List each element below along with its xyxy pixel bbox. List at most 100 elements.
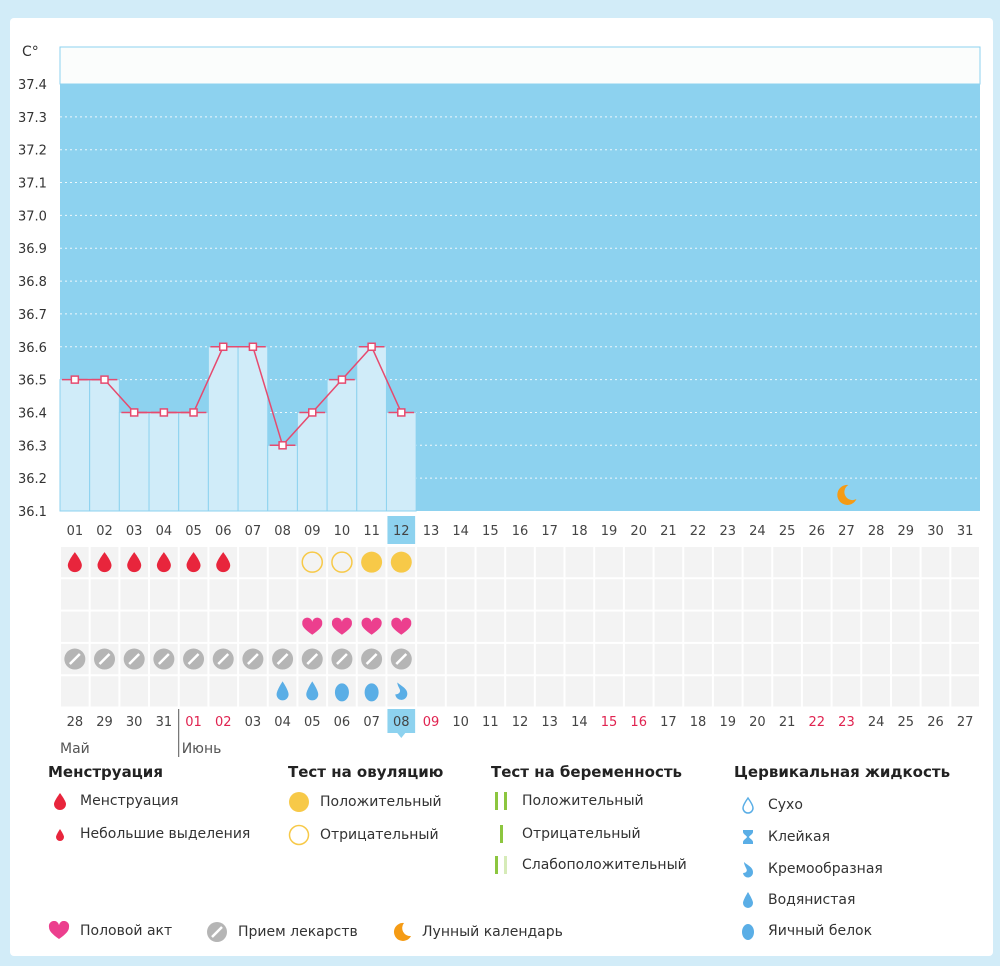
symbol-cell bbox=[891, 579, 920, 610]
symbol-cell bbox=[239, 579, 267, 610]
symbol-cell bbox=[239, 611, 267, 642]
symbol-cell bbox=[713, 547, 742, 578]
cycle-date-label: 26 bbox=[927, 715, 944, 730]
symbol-cell bbox=[565, 643, 594, 675]
sticky-icon bbox=[743, 830, 753, 844]
legend-item-menstruation: Менструация bbox=[50, 791, 179, 811]
temperature-bar bbox=[89, 379, 120, 512]
day-label: 03 bbox=[126, 524, 143, 539]
day-label: 12 bbox=[393, 524, 410, 539]
cycle-date-label: 21 bbox=[779, 715, 796, 730]
symbol-cell bbox=[446, 611, 475, 642]
symbol-cell bbox=[862, 643, 890, 675]
symbol-cell bbox=[891, 676, 920, 707]
day-label: 17 bbox=[541, 524, 558, 539]
symbol-cell bbox=[921, 579, 950, 610]
symbol-cell bbox=[209, 676, 238, 707]
temperature-chart: C° 37.4 37.3 37.2 37.1 37.0 36.9 36.8 36.7 36.6 36… bbox=[18, 44, 981, 757]
day-label: 05 bbox=[185, 524, 202, 539]
symbol-cell bbox=[951, 547, 979, 578]
pill-stripe bbox=[98, 653, 111, 665]
heart-icon bbox=[331, 617, 353, 635]
symbol-cell bbox=[862, 676, 890, 707]
symbol-cell bbox=[654, 643, 683, 675]
symbol-cell bbox=[921, 676, 950, 707]
symbol-cell bbox=[61, 611, 89, 642]
blood-drop-icon bbox=[67, 552, 82, 573]
symbol-cell bbox=[387, 579, 416, 610]
legend-item-pregnancy-positive: Положительный bbox=[492, 791, 644, 811]
symbol-cell bbox=[654, 676, 683, 707]
y-tick-label: 37.4 bbox=[18, 78, 47, 93]
temperature-bar bbox=[326, 379, 358, 512]
symbol-cell bbox=[654, 547, 683, 578]
pill-stripe bbox=[128, 653, 141, 665]
symbol-cell bbox=[150, 579, 178, 610]
legend-label: Слабоположительный bbox=[522, 857, 687, 873]
symbol-cell bbox=[61, 579, 89, 610]
pregnancy-positive-icon bbox=[495, 792, 507, 810]
symbol-cell bbox=[713, 643, 742, 675]
blood-drop-icon bbox=[216, 552, 231, 573]
symbol-cell bbox=[802, 676, 831, 707]
small-blood-drop-icon bbox=[56, 829, 64, 841]
heart-icon bbox=[48, 921, 70, 939]
temperature-point bbox=[218, 342, 228, 352]
symbol-cell bbox=[891, 611, 920, 642]
legend-label: Сухо bbox=[768, 797, 803, 813]
symbol-cell bbox=[684, 676, 712, 707]
symbol-cell bbox=[357, 579, 386, 610]
symbol-cell bbox=[120, 579, 149, 610]
symbol-cell bbox=[209, 579, 238, 610]
day-label: 30 bbox=[927, 524, 944, 539]
cycle-date-label: 08 bbox=[393, 715, 410, 730]
cycle-date-label: 03 bbox=[245, 715, 262, 730]
heart-icon bbox=[361, 617, 382, 635]
pill-stripe bbox=[68, 653, 81, 665]
y-tick-label: 36.6 bbox=[18, 341, 47, 356]
symbol-cell bbox=[595, 547, 623, 578]
plot-top-band bbox=[59, 46, 981, 85]
watery-drop-icon bbox=[743, 892, 753, 908]
blood-drop-icon bbox=[127, 552, 142, 573]
symbol-cell bbox=[535, 676, 564, 707]
ovulation-negative-icon bbox=[301, 551, 324, 573]
blood-drop-icon bbox=[156, 552, 171, 573]
symbol-cell bbox=[506, 643, 534, 675]
symbol-cell bbox=[417, 611, 445, 642]
symbol-cell bbox=[684, 643, 712, 675]
symbol-cell bbox=[921, 643, 950, 675]
legend-item-pregnancy-weak: Слабоположительный bbox=[492, 855, 687, 875]
temperature-point bbox=[278, 441, 287, 450]
cycle-date-label: 04 bbox=[274, 715, 291, 730]
legend-label: Отрицательный bbox=[522, 826, 641, 842]
symbol-cell bbox=[446, 643, 475, 675]
symbol-cell bbox=[862, 611, 890, 642]
symbol-cell bbox=[179, 676, 208, 707]
pill-stripe bbox=[395, 653, 408, 665]
symbol-cell bbox=[624, 643, 653, 675]
day-label: 24 bbox=[749, 524, 766, 539]
day-label: 08 bbox=[274, 524, 291, 539]
legend-label: Положительный bbox=[522, 793, 644, 809]
day-label: 15 bbox=[482, 524, 499, 539]
cycle-date-label: 17 bbox=[660, 715, 677, 730]
symbol-cell bbox=[328, 579, 356, 610]
symbol-cell bbox=[832, 643, 861, 675]
temperature-bar bbox=[148, 411, 180, 512]
legend-item-ovulation-negative: Отрицательный bbox=[288, 824, 439, 846]
symbol-cell bbox=[150, 676, 178, 707]
symbol-cell bbox=[239, 547, 267, 578]
symbol-cell bbox=[565, 547, 594, 578]
legend-label: Отрицательный bbox=[320, 827, 439, 843]
symbol-cell bbox=[773, 643, 801, 675]
cycle-date-label: 25 bbox=[898, 715, 915, 730]
month-label: Май bbox=[60, 741, 90, 757]
symbol-cell bbox=[684, 547, 712, 578]
legend-item-fluid-egg-white: Яичный белок bbox=[738, 921, 872, 941]
cycle-date-label: 13 bbox=[541, 715, 558, 730]
symbol-cell bbox=[476, 676, 505, 707]
cycle-date-label: 07 bbox=[363, 715, 380, 730]
day-label: 06 bbox=[215, 524, 232, 539]
temperature-point bbox=[129, 408, 139, 417]
